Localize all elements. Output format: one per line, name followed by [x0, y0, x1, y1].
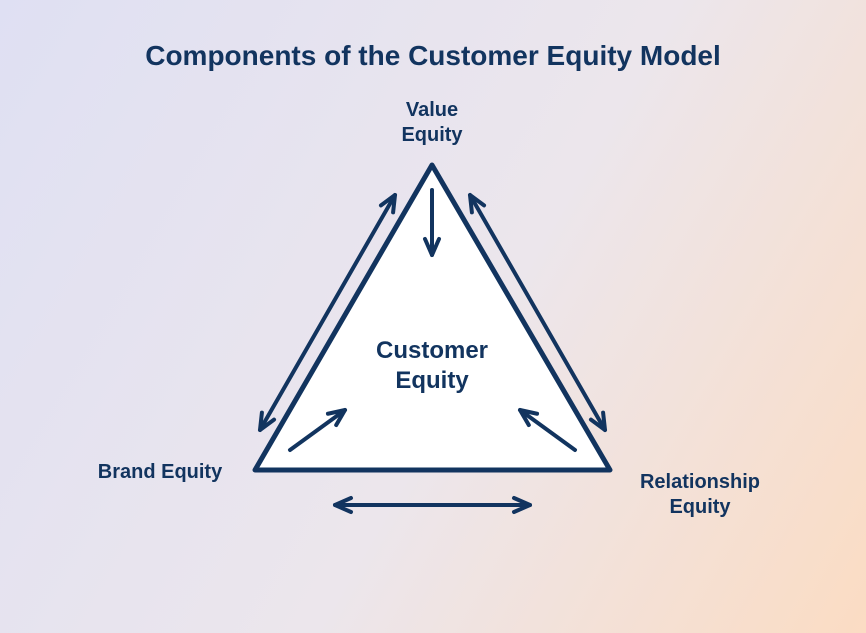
center-label: Customer Equity	[312, 336, 552, 396]
diagram-canvas: Components of the Customer Equity Model …	[0, 0, 866, 633]
diagram-svg	[0, 0, 866, 633]
page-title: Components of the Customer Equity Model	[0, 40, 866, 72]
vertex-label-left: Brand Equity	[40, 460, 280, 485]
vertex-label-top: Value Equity	[312, 98, 552, 148]
outer-bottom	[335, 498, 530, 512]
vertex-label-right: Relationship Equity	[580, 470, 820, 520]
